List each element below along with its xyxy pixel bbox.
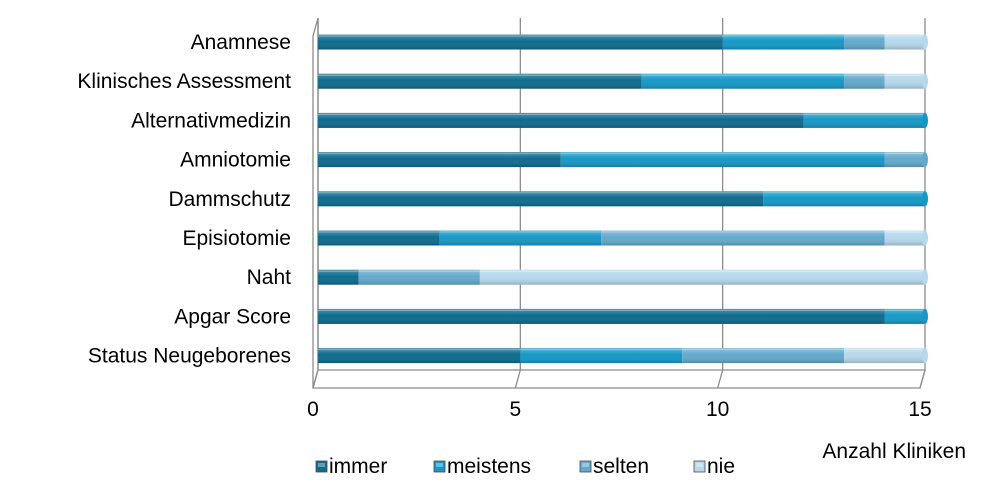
bar-segment [318, 34, 723, 50]
bar-segment [318, 73, 642, 89]
x-tick-label: 10 [706, 398, 729, 421]
category-label: Status Neugeborenes [88, 345, 291, 368]
bar-end-cap [922, 348, 928, 364]
bar-segment [318, 308, 885, 324]
legend-swatch [433, 460, 446, 473]
legend-item[interactable]: nie [693, 455, 735, 478]
legend-item[interactable]: meistens [433, 455, 531, 478]
legend-swatch [315, 460, 328, 473]
legend-swatch-highlight [318, 463, 325, 467]
gridline-floor [717, 369, 724, 389]
category-label: Alternativmedizin [131, 109, 291, 132]
category-label: Episiotomie [182, 227, 291, 250]
side-wall [312, 17, 319, 389]
category-label: Anamnese [191, 31, 291, 54]
bar-end-cap [922, 230, 928, 246]
bar-segment [358, 269, 480, 285]
x-tick-label: 15 [908, 398, 931, 421]
category-label: Apgar Score [174, 305, 291, 328]
gridline-floor [312, 369, 319, 389]
legend-label: meistens [447, 455, 531, 478]
bar-segment [682, 348, 845, 364]
legend-item[interactable]: immer [315, 455, 387, 478]
bar-segment [479, 269, 925, 285]
legend-label: nie [707, 455, 735, 478]
bar-segment [884, 73, 925, 89]
bar-segment [722, 34, 845, 50]
legend-label: selten [593, 455, 649, 478]
bar-segment [601, 230, 885, 246]
category-label: Dammschutz [168, 188, 291, 211]
bar-segment [884, 308, 925, 324]
bar-end-cap [922, 191, 928, 207]
category-label: Naht [247, 266, 292, 289]
bar-segment [560, 152, 885, 168]
category-label: Amniotomie [180, 149, 291, 172]
bar-segment [318, 112, 804, 128]
bar-segment [844, 348, 925, 364]
legend-swatch-highlight [436, 463, 443, 467]
bar-segment [844, 73, 885, 89]
legend-swatch [579, 460, 592, 473]
bar-end-cap [922, 112, 928, 128]
category-labels: Anamnese Klinisches Assessment Alternativm… [77, 31, 291, 368]
legend[interactable]: immer meistens selten nie [315, 455, 735, 478]
x-tick-labels: 0 5 10 15 [307, 398, 932, 421]
gridline-floor [919, 369, 926, 389]
bar-segment [884, 230, 925, 246]
floor [312, 369, 926, 389]
bar-segment [318, 152, 561, 168]
bar-segment [318, 269, 359, 285]
legend-swatch [693, 460, 706, 473]
bar-segment [318, 348, 521, 364]
bar-segment [318, 230, 440, 246]
bar-segment [884, 152, 925, 168]
bar-segment [884, 34, 925, 50]
legend-swatch-highlight [582, 463, 589, 467]
legend-item[interactable]: selten [579, 455, 649, 478]
bar-end-cap [922, 152, 928, 168]
category-label: Klinisches Assessment [77, 70, 291, 93]
bar-end-cap [922, 308, 928, 324]
bar-segment [803, 112, 925, 128]
bar-segment [641, 73, 845, 89]
legend-label: immer [329, 455, 387, 478]
bar-end-cap [922, 269, 928, 285]
bar-segment [520, 348, 683, 364]
bar-segment [318, 191, 764, 207]
bar-segment [439, 230, 602, 246]
bars [318, 34, 928, 364]
bar-end-cap [922, 34, 928, 50]
bar-segment [763, 191, 925, 207]
x-tick-label: 5 [509, 398, 521, 421]
bar-end-cap [922, 73, 928, 89]
legend-swatch-highlight [696, 463, 703, 467]
x-axis-label: Anzahl Kliniken [822, 440, 966, 463]
bar-segment [844, 34, 885, 50]
x-tick-label: 0 [307, 398, 319, 421]
gridline-floor [514, 369, 521, 389]
